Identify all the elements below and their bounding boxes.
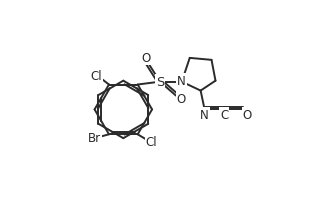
- Text: O: O: [243, 108, 252, 121]
- Text: N: N: [200, 108, 209, 121]
- Text: S: S: [156, 76, 164, 89]
- Text: Br: Br: [87, 131, 100, 144]
- Text: N: N: [177, 75, 186, 88]
- Text: Cl: Cl: [146, 135, 157, 148]
- Text: Cl: Cl: [91, 70, 102, 83]
- Text: O: O: [177, 93, 186, 105]
- Text: C: C: [220, 108, 229, 121]
- Text: O: O: [142, 52, 151, 65]
